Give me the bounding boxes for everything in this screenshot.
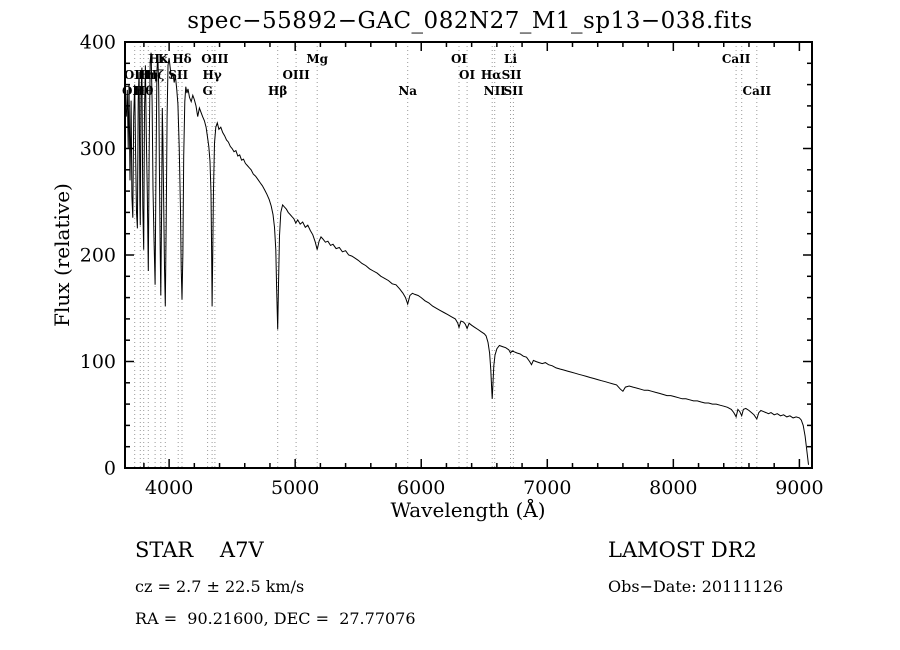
tick-labels: 4000 5000 6000 7000 8000 9000 0 100 200 300 400	[80, 32, 824, 500]
spectrum-line	[125, 52, 809, 465]
svg-text:OI: OI	[459, 68, 475, 82]
svg-text:Mg: Mg	[306, 52, 328, 66]
svg-text:G: G	[202, 84, 212, 98]
svg-text:Na: Na	[398, 84, 417, 98]
y-axis-label: Flux (relative)	[50, 183, 74, 327]
plot-title: spec−55892−GAC_082N27_M1_sp13−038.fits	[187, 8, 753, 34]
svg-text:Hγ: Hγ	[202, 68, 221, 82]
svg-text:5000: 5000	[271, 477, 319, 499]
svg-text:SII: SII	[503, 84, 523, 98]
svg-text:200: 200	[80, 245, 116, 267]
svg-text:6000: 6000	[397, 477, 445, 499]
svg-text:OII: OII	[124, 68, 146, 82]
axis-ticks	[125, 41, 812, 469]
observation-date: Obs−Date: 20111126	[608, 577, 784, 596]
coordinates: RA = 90.21600, DEC = 27.77076	[135, 609, 416, 628]
svg-text:OIII: OIII	[201, 52, 229, 66]
svg-text:8000: 8000	[649, 477, 697, 499]
x-axis-label: Wavelength (Å)	[390, 498, 546, 522]
svg-text:CaII: CaII	[722, 52, 751, 66]
object-classification: STAR A7V	[135, 538, 264, 562]
redshift-velocity: cz = 2.7 ± 22.5 km/s	[135, 577, 305, 596]
svg-text:Hε: Hε	[149, 52, 168, 66]
svg-text:Hη: Hη	[138, 68, 158, 82]
reference-lines	[134, 42, 758, 468]
svg-text:9000: 9000	[775, 477, 823, 499]
svg-text:Hζ: Hζ	[146, 68, 164, 82]
svg-text:7000: 7000	[523, 477, 571, 499]
svg-text:SII: SII	[502, 68, 522, 82]
svg-text:CaII: CaII	[743, 84, 772, 98]
svg-text:300: 300	[80, 138, 116, 160]
svg-text:4000: 4000	[145, 477, 193, 499]
svg-text:K: K	[158, 52, 169, 66]
svg-text:Hβ: Hβ	[268, 84, 287, 98]
svg-text:Li: Li	[504, 52, 517, 66]
svg-text:Hδ: Hδ	[172, 52, 191, 66]
svg-text:OII: OII	[122, 84, 144, 98]
svg-text:NII: NII	[484, 84, 507, 98]
svg-text:Hα: Hα	[481, 68, 502, 82]
svg-text:100: 100	[80, 351, 116, 373]
svg-text:OIII: OIII	[282, 68, 310, 82]
svg-text:Hθ: Hθ	[134, 84, 153, 98]
svg-text:OI: OI	[451, 52, 467, 66]
svg-text:0: 0	[104, 458, 116, 480]
svg-text:400: 400	[80, 32, 116, 54]
svg-text:SII: SII	[168, 68, 188, 82]
survey-name: LAMOST DR2	[608, 538, 757, 562]
axes-frame	[124, 41, 813, 469]
